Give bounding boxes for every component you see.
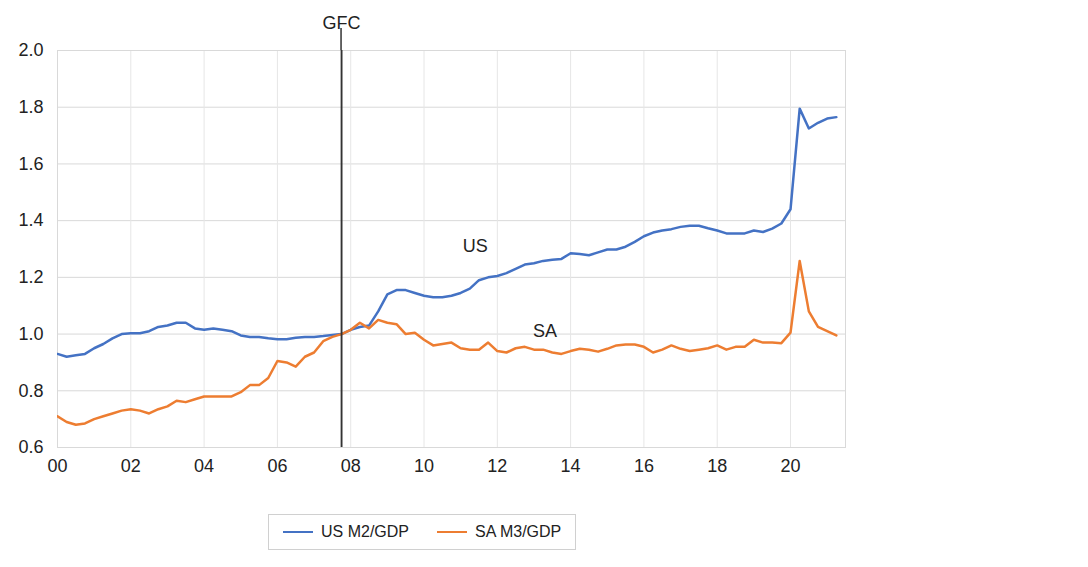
svg-text:2.0: 2.0	[18, 40, 43, 60]
svg-text:GFC: GFC	[322, 13, 361, 34]
svg-text:US: US	[463, 236, 488, 256]
svg-text:06: 06	[267, 456, 287, 476]
svg-text:1.8: 1.8	[18, 97, 43, 117]
svg-text:16: 16	[634, 456, 654, 476]
svg-text:12: 12	[487, 456, 507, 476]
svg-text:0.6: 0.6	[18, 437, 43, 457]
html-text:SA M3/GDP: SA M3/GDP	[475, 523, 562, 540]
svg-text:20: 20	[781, 456, 801, 476]
svg-text:1.6: 1.6	[18, 154, 43, 174]
svg-text:14: 14	[561, 456, 581, 476]
svg-text:08: 08	[341, 456, 361, 476]
svg-text:1.4: 1.4	[18, 210, 43, 230]
html-text:US M2/GDP: US M2/GDP	[321, 523, 409, 540]
svg-text:0.8: 0.8	[18, 381, 43, 401]
svg-text:1.0: 1.0	[18, 324, 43, 344]
svg-text:18: 18	[707, 456, 727, 476]
svg-text:02: 02	[121, 456, 141, 476]
svg-text:SA: SA	[533, 321, 557, 341]
svg-text:00: 00	[47, 456, 67, 476]
svg-text:1.2: 1.2	[18, 267, 43, 287]
svg-text:04: 04	[194, 456, 214, 476]
svg-text:10: 10	[414, 456, 434, 476]
